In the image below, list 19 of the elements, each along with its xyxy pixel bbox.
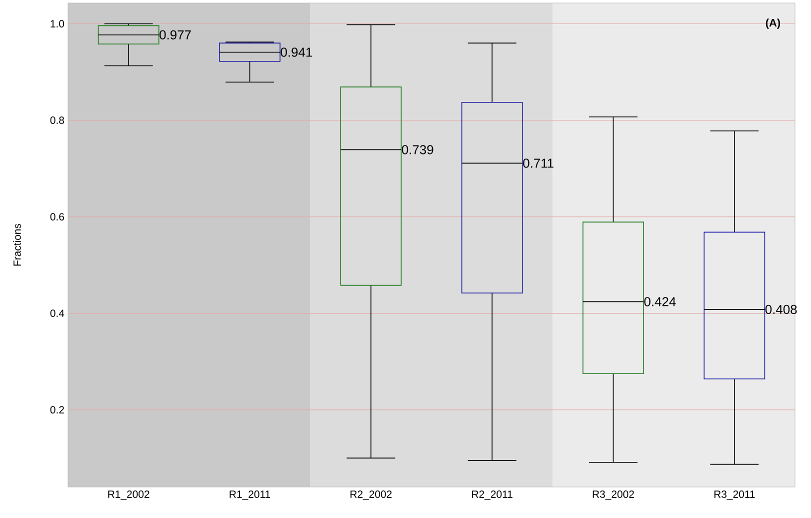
y-tick-label: 1.0	[50, 20, 64, 28]
x-tick-label: R3_2002	[592, 490, 634, 500]
x-tick-label: R2_2002	[350, 490, 392, 500]
y-tick-label: 0.6	[50, 213, 64, 220]
x-tick-label: R1_2011	[230, 490, 270, 500]
annotation: 0.941	[280, 48, 312, 57]
y-tick-label: 0.4	[50, 310, 64, 317]
annotation: 0.711	[523, 158, 554, 168]
x-tick-label: R1_2002	[108, 490, 150, 500]
x-tick-label: R3_2011	[714, 490, 755, 500]
annotation: 0.408	[765, 304, 797, 314]
annotation: (A)	[766, 18, 780, 29]
y-tick-label: 0.8	[50, 116, 64, 124]
y-tick-label: 0.2	[50, 406, 64, 414]
annotation: 0.977	[160, 30, 191, 40]
x-tick-label: R2_2011	[472, 490, 512, 500]
y-axis-title: Fractions	[13, 224, 21, 266]
annotation: 0.424	[644, 297, 676, 306]
annotation: 0.739	[402, 145, 434, 154]
